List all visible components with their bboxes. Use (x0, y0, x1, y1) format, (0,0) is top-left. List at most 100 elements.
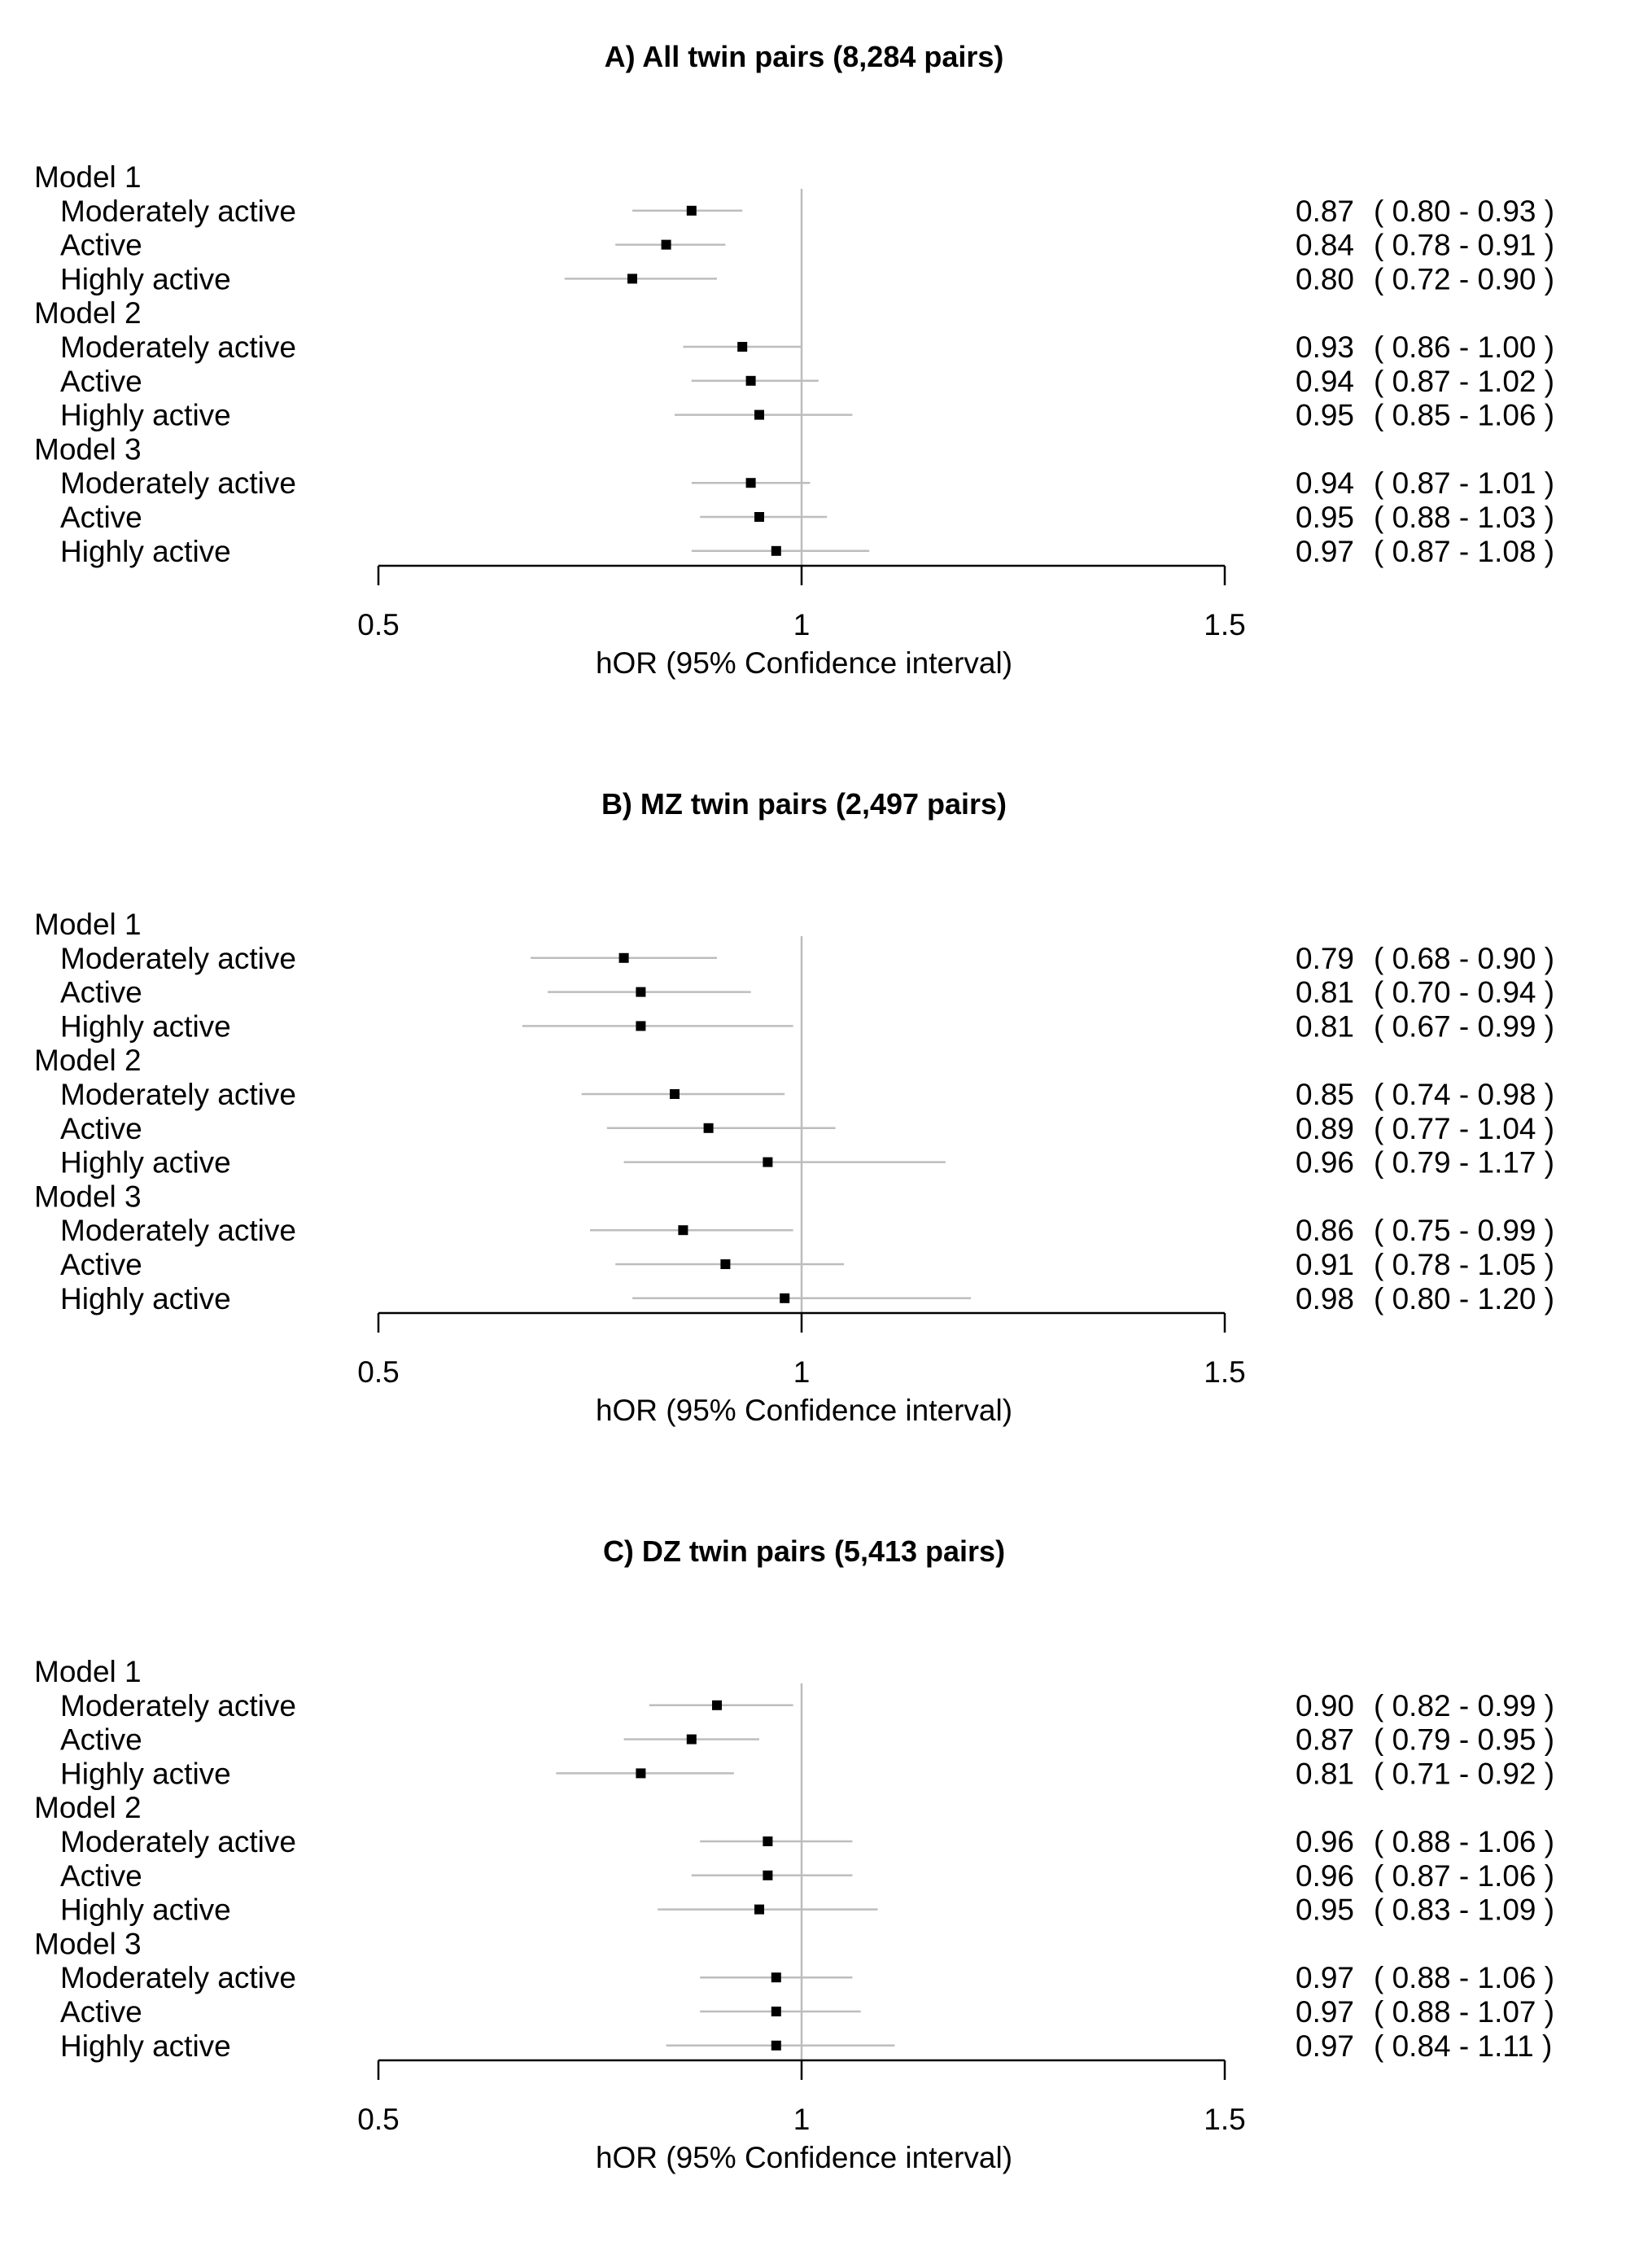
estimate-text: 0.91 (1296, 1248, 1354, 1281)
estimate-point (771, 2007, 781, 2016)
row-label: Moderately active (60, 1961, 296, 1994)
estimate-text: 0.93 (1296, 330, 1354, 364)
estimate-point (771, 2040, 781, 2051)
row-label: Active (60, 229, 142, 262)
row-label: Highly active (60, 2029, 231, 2063)
estimate-text: 0.98 (1296, 1282, 1354, 1315)
x-tick-label: 0.5 (357, 1355, 399, 1389)
ci-text: ( 0.74 - 0.98 ) (1374, 1078, 1554, 1111)
estimate-point (745, 478, 756, 488)
row-label: Active (60, 976, 142, 1009)
ci-text: ( 0.80 - 0.93 ) (1374, 195, 1554, 228)
row-label: Active (60, 365, 142, 398)
estimate-text: 0.87 (1296, 195, 1354, 228)
estimate-text: 0.97 (1296, 1995, 1354, 2029)
row-label: Active (60, 1112, 142, 1145)
row-label: Moderately active (60, 1214, 296, 1247)
x-axis-label: hOR (95% Confidence interval) (596, 2141, 1012, 2174)
ci-text: ( 0.68 - 0.90 ) (1374, 942, 1554, 975)
group-label: Model 3 (34, 432, 142, 466)
estimate-text: 0.96 (1296, 1146, 1354, 1180)
panel-title: C) DZ twin pairs (5,413 pairs) (603, 1534, 1005, 1568)
x-tick-label: 1 (793, 608, 811, 641)
x-tick-label: 0.5 (357, 608, 399, 641)
row-label: Active (60, 1859, 142, 1893)
estimate-point (703, 1123, 714, 1133)
estimate-point (763, 1157, 773, 1167)
estimate-point (754, 512, 764, 522)
estimate-text: 0.94 (1296, 365, 1354, 398)
estimate-text: 0.96 (1296, 1859, 1354, 1893)
ci-text: ( 0.87 - 1.01 ) (1374, 466, 1554, 500)
row-label: Highly active (60, 535, 231, 568)
estimate-point (636, 1021, 646, 1031)
row-label: Moderately active (60, 330, 296, 364)
row-label: Active (60, 1723, 142, 1757)
x-tick-label: 0.5 (357, 2103, 399, 2136)
estimate-text: 0.97 (1296, 1961, 1354, 1994)
estimate-text: 0.90 (1296, 1689, 1354, 1723)
ci-text: ( 0.88 - 1.07 ) (1374, 1995, 1554, 2029)
estimate-text: 0.81 (1296, 1009, 1354, 1043)
row-label: Moderately active (60, 1689, 296, 1723)
estimate-point (763, 1870, 773, 1880)
ci-text: ( 0.85 - 1.06 ) (1374, 399, 1554, 432)
ci-text: ( 0.80 - 1.20 ) (1374, 1282, 1554, 1315)
estimate-point (780, 1293, 790, 1303)
row-label: Moderately active (60, 942, 296, 975)
ci-text: ( 0.72 - 0.90 ) (1374, 262, 1554, 295)
ci-text: ( 0.67 - 0.99 ) (1374, 1009, 1554, 1043)
estimate-point (737, 342, 748, 352)
estimate-point (754, 409, 764, 420)
estimate-text: 0.97 (1296, 535, 1354, 568)
row-label: Moderately active (60, 1825, 296, 1858)
x-tick-label: 1.5 (1204, 608, 1245, 641)
x-tick-label: 1 (793, 2103, 811, 2136)
group-label: Model 1 (34, 1655, 142, 1688)
estimate-text: 0.97 (1296, 2029, 1354, 2063)
estimate-point (627, 274, 637, 284)
row-label: Highly active (60, 1893, 231, 1927)
estimate-point (763, 1836, 773, 1846)
ci-text: ( 0.83 - 1.09 ) (1374, 1893, 1554, 1927)
ci-text: ( 0.88 - 1.06 ) (1374, 1961, 1554, 1994)
group-label: Model 1 (34, 160, 142, 194)
group-label: Model 1 (34, 908, 142, 941)
estimate-point (745, 375, 756, 386)
ci-text: ( 0.87 - 1.08 ) (1374, 535, 1554, 568)
estimate-text: 0.81 (1296, 976, 1354, 1009)
estimate-point (670, 1089, 680, 1099)
row-label: Highly active (60, 1009, 231, 1043)
panel-title: B) MZ twin pairs (2,497 pairs) (601, 787, 1007, 821)
row-label: Highly active (60, 1282, 231, 1315)
row-label: Moderately active (60, 1078, 296, 1111)
estimate-text: 0.79 (1296, 942, 1354, 975)
ci-text: ( 0.88 - 1.06 ) (1374, 1825, 1554, 1858)
estimate-point (771, 1972, 781, 1983)
row-label: Highly active (60, 262, 231, 295)
estimate-point (720, 1259, 731, 1269)
ci-text: ( 0.82 - 0.99 ) (1374, 1689, 1554, 1723)
estimate-point (618, 952, 629, 963)
x-tick-label: 1.5 (1204, 2103, 1245, 2136)
estimate-point (686, 205, 697, 216)
row-label: Highly active (60, 1757, 231, 1790)
row-label: Active (60, 1995, 142, 2029)
estimate-text: 0.95 (1296, 1893, 1354, 1927)
estimate-text: 0.86 (1296, 1214, 1354, 1247)
estimate-text: 0.96 (1296, 1825, 1354, 1858)
row-label: Active (60, 1248, 142, 1281)
ci-text: ( 0.87 - 1.02 ) (1374, 365, 1554, 398)
x-tick-label: 1 (793, 1355, 811, 1389)
group-label: Model 2 (34, 1791, 142, 1824)
estimate-point (661, 239, 671, 250)
x-tick-label: 1.5 (1204, 1355, 1245, 1389)
x-axis-label: hOR (95% Confidence interval) (596, 646, 1012, 680)
ci-text: ( 0.79 - 1.17 ) (1374, 1146, 1554, 1180)
group-label: Model 3 (34, 1180, 142, 1213)
group-label: Model 2 (34, 296, 142, 330)
ci-text: ( 0.78 - 0.91 ) (1374, 229, 1554, 262)
row-label: Active (60, 501, 142, 534)
estimate-text: 0.95 (1296, 501, 1354, 534)
